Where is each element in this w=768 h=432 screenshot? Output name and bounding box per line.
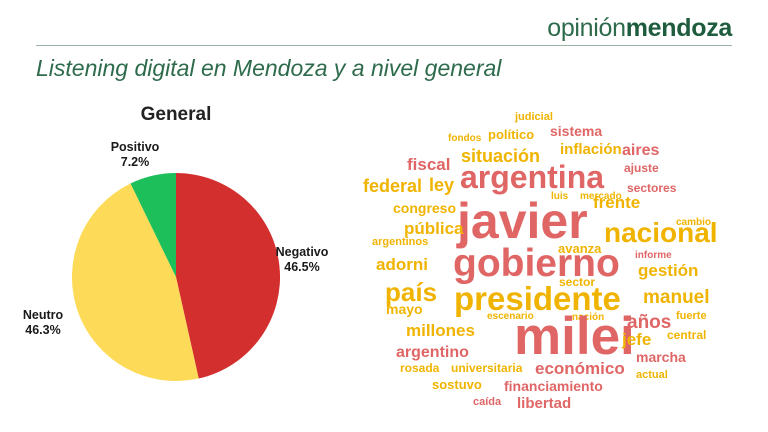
pie-slice-negativo xyxy=(176,172,281,379)
cloud-word: millones xyxy=(406,321,475,340)
cloud-word: argentino xyxy=(396,344,469,361)
cloud-word: libertad xyxy=(517,395,571,412)
cloud-word: aires xyxy=(622,142,659,159)
cloud-word: sectores xyxy=(627,181,677,195)
slice-name-positivo: Positivo xyxy=(110,140,160,154)
cloud-word: jefe xyxy=(621,330,651,349)
cloud-word: mercado xyxy=(580,191,622,202)
cloud-word: inflación xyxy=(560,141,622,158)
header-divider xyxy=(36,45,732,46)
slice-value-negativo: 46.5% xyxy=(284,260,320,274)
cloud-word: sector xyxy=(559,275,595,289)
cloud-word: fuerte xyxy=(676,310,707,322)
cloud-word: luis xyxy=(551,191,569,202)
brand-part1: opinión xyxy=(547,14,626,42)
cloud-word: gestión xyxy=(638,261,698,280)
cloud-word: marcha xyxy=(636,349,686,365)
cloud-word: caída xyxy=(473,396,502,408)
cloud-word: argentinos xyxy=(372,236,428,248)
cloud-word: avanza xyxy=(558,241,602,256)
cloud-word: presidente xyxy=(454,280,621,317)
cloud-word: financiamiento xyxy=(504,378,603,394)
cloud-word: país xyxy=(385,277,437,307)
cloud-word: informe xyxy=(635,250,672,261)
pie-slice-neutro xyxy=(71,183,199,382)
cloud-word: económico xyxy=(535,359,625,378)
cloud-word: milei xyxy=(514,307,635,366)
slice-name-negativo: Negativo xyxy=(275,245,329,259)
cloud-word: manuel xyxy=(643,287,710,308)
cloud-word: argentina xyxy=(460,159,604,195)
slice-value-positivo: 7.2% xyxy=(120,155,150,169)
cloud-word: sostuvo xyxy=(432,377,482,392)
page-title: Listening digital en Mendoza y a nivel g… xyxy=(36,55,502,81)
cloud-word: central xyxy=(667,328,706,342)
cloud-word: fondos xyxy=(448,133,482,144)
cloud-word: congreso xyxy=(393,200,456,216)
cloud-word: político xyxy=(488,127,534,142)
cloud-word: frente xyxy=(593,193,640,212)
cloud-word: situación xyxy=(461,146,540,166)
cloud-word: actual xyxy=(636,369,668,381)
cloud-word: javier xyxy=(456,193,588,249)
cloud-word: años xyxy=(627,312,671,333)
cloud-word: universitaria xyxy=(451,361,523,375)
cloud-word: gobierno xyxy=(453,242,620,285)
cloud-word: nacional xyxy=(604,217,718,248)
cloud-word: pública xyxy=(404,219,464,238)
cloud-word: rosada xyxy=(400,361,440,375)
slice-value-neutro: 46.3% xyxy=(25,323,61,337)
cloud-word: adorni xyxy=(376,255,428,274)
cloud-word: judicial xyxy=(514,111,553,123)
slice-label-negativo: Negativo 46.5% xyxy=(262,245,342,275)
pie-chart xyxy=(71,172,281,382)
brand-part2: mendoza xyxy=(625,14,733,42)
cloud-word: escenario xyxy=(487,311,534,322)
cloud-word: federal xyxy=(363,176,422,196)
cloud-word: cambio xyxy=(676,217,711,228)
chart-title: General xyxy=(140,104,212,125)
cloud-word: ajuste xyxy=(624,161,659,175)
brand-logo: opiniónmendoza xyxy=(547,14,732,43)
slice-label-positivo: Positivo 7.2% xyxy=(100,140,170,170)
slice-name-neutro: Neutro xyxy=(22,308,64,322)
word-cloud: judicial fondos político sistema inflación ai… xyxy=(363,111,718,412)
cloud-word: ley xyxy=(429,175,454,195)
cloud-word: mayo xyxy=(386,301,423,317)
cloud-word: sistema xyxy=(550,123,602,139)
slice-label-neutro: Neutro 46.3% xyxy=(8,308,78,338)
cloud-word: nación xyxy=(572,312,604,323)
cloud-word: fiscal xyxy=(407,155,450,174)
pie-slice-positivo xyxy=(130,173,176,277)
